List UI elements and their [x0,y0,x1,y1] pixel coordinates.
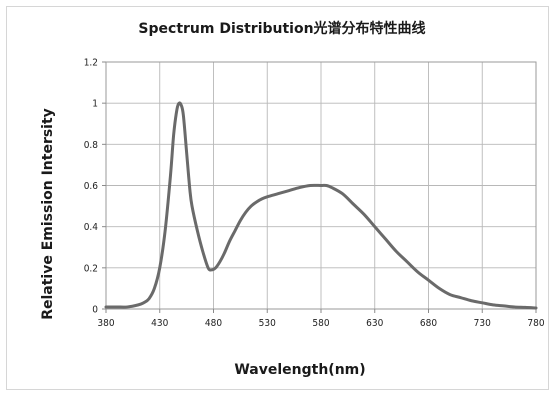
series-layer [104,101,538,310]
x-axis-title: Wavelength(nm) [234,362,365,378]
y-tick-label: 0.6 [84,181,99,192]
x-tick-label: 430 [151,318,168,329]
y-tick-label: 1.2 [84,58,98,69]
y-tick-label: 0.4 [84,222,99,233]
y-tick-label: 1 [92,99,98,110]
y-axis-ticks: 0 0.2 0.4 0.6 0.8 1 1.2 [84,58,106,316]
chart-title: Spectrum Distribution光谱分布特性曲线 [138,20,425,37]
x-tick-label: 630 [366,318,383,329]
x-tick-label: 480 [205,318,222,329]
x-tick-label: 730 [474,318,491,329]
y-axis-title: Relative Emission Intersity [40,108,56,320]
y-tick-label: 0.2 [84,263,98,274]
x-axis-ticks: 380 430 480 530 580 630 680 730 780 [97,309,545,329]
x-tick-label: 580 [312,318,329,329]
x-tick-label: 780 [527,318,544,329]
x-tick-label: 380 [97,318,114,329]
y-tick-label: 0.8 [84,140,99,151]
spectrum-curve [104,101,538,310]
x-tick-label: 530 [259,318,276,329]
y-tick-label: 0 [92,305,98,316]
x-tick-label: 680 [420,318,437,329]
chart-frame [6,6,549,390]
